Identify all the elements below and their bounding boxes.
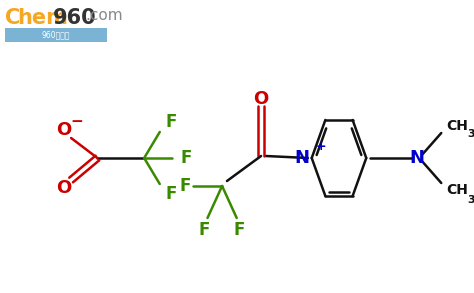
Text: 960: 960 — [53, 8, 96, 28]
Text: O: O — [55, 121, 71, 139]
Text: −: − — [71, 115, 83, 130]
Text: CH: CH — [446, 183, 468, 197]
Text: N: N — [410, 149, 424, 167]
Text: C: C — [5, 8, 20, 28]
Bar — [5, 28, 107, 42]
Text: F: F — [180, 149, 191, 167]
Text: 3: 3 — [467, 195, 474, 205]
Text: 960化工网: 960化工网 — [41, 30, 70, 40]
Text: F: F — [165, 185, 177, 203]
Text: O: O — [55, 179, 71, 197]
Text: +: + — [315, 139, 326, 152]
Text: F: F — [234, 221, 246, 239]
Text: hem: hem — [18, 8, 68, 28]
Text: N: N — [295, 149, 310, 167]
Text: CH: CH — [446, 119, 468, 133]
Text: .com: .com — [86, 8, 123, 23]
Text: F: F — [180, 177, 191, 195]
Text: F: F — [199, 221, 210, 239]
Text: O: O — [254, 90, 269, 108]
Text: 3: 3 — [467, 129, 474, 139]
Text: F: F — [165, 113, 177, 131]
